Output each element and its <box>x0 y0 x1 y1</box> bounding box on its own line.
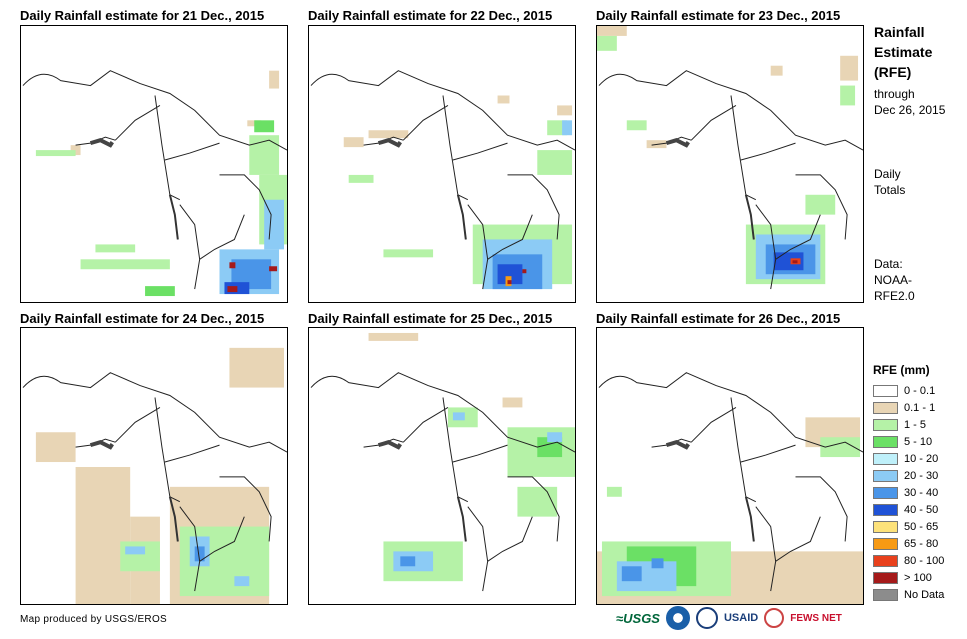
legend-label: 65 - 80 <box>904 537 939 550</box>
legend-item: 40 - 50 <box>873 501 944 518</box>
data-source-line2: RFE2.0 <box>874 289 915 303</box>
rainfall-map-23 <box>596 25 864 303</box>
legend-swatch <box>873 588 898 601</box>
legend-label: 1 - 5 <box>904 418 927 431</box>
rainfall-map-26 <box>596 327 864 605</box>
legend-items: 0 - 0.1 0.1 - 1 1 - 5 5 - 10 10 - 20 20 - 30 3… <box>873 382 944 603</box>
legend-swatch <box>873 418 898 431</box>
legend-swatch <box>873 503 898 516</box>
legend-swatch <box>873 520 898 533</box>
legend-item: 0 - 0.1 <box>873 382 944 399</box>
legend-label: 80 - 100 <box>904 554 945 567</box>
rfe-title-line2: Estimate <box>874 44 933 60</box>
rainfall-map-24 <box>20 327 288 605</box>
usaid-seal-icon <box>695 607 718 629</box>
legend-swatch <box>873 571 898 584</box>
legend-swatch <box>873 486 898 499</box>
legend-label: 0 - 0.1 <box>904 384 936 397</box>
legend-swatch <box>873 537 898 550</box>
rainfall-map-25 <box>308 327 576 605</box>
data-source-line1: NOAA- <box>874 273 913 287</box>
noaa-logo-icon <box>665 606 690 630</box>
legend-label: No Data <box>904 588 945 601</box>
panel-title-22: Daily Rainfall estimate for 22 Dec., 201… <box>308 8 553 23</box>
legend-label: 30 - 40 <box>904 486 939 499</box>
legend-label: 40 - 50 <box>904 503 939 516</box>
legend-item: 10 - 20 <box>873 450 944 467</box>
legend-item: 5 - 10 <box>873 433 944 450</box>
legend-swatch <box>873 554 898 567</box>
legend-item: 30 - 40 <box>873 484 944 501</box>
legend-swatch <box>873 452 898 465</box>
panel-title-24: Daily Rainfall estimate for 24 Dec., 201… <box>20 311 265 326</box>
legend-item: 20 - 30 <box>873 467 944 484</box>
rfe-legend: RFE (mm) 0 - 0.1 0.1 - 1 1 - 5 5 - 10 10 - 2… <box>873 363 944 603</box>
panel-title-25: Daily Rainfall estimate for 25 Dec., 201… <box>308 311 553 326</box>
legend-swatch <box>873 435 898 448</box>
totals-label: Totals <box>874 183 906 197</box>
daily-label: Daily <box>874 167 901 181</box>
legend-item: 0.1 - 1 <box>873 399 944 416</box>
usaid-logo: USAID <box>723 612 759 624</box>
legend-item: > 100 <box>873 569 944 586</box>
rainfall-map-22 <box>308 25 576 303</box>
fews-net-seal-icon <box>764 608 785 628</box>
data-label: Data: <box>874 257 903 271</box>
legend-label: 0.1 - 1 <box>904 401 936 414</box>
legend-item: No Data <box>873 586 944 603</box>
rainfall-map-21 <box>20 25 288 303</box>
legend-label: 10 - 20 <box>904 452 939 465</box>
legend-swatch <box>873 401 898 414</box>
legend-label: 5 - 10 <box>904 435 933 448</box>
fews-net-logo: FEWS NET <box>790 612 842 624</box>
legend-item: 80 - 100 <box>873 552 944 569</box>
rfe-title-line3: (RFE) <box>874 64 912 80</box>
legend-item: 1 - 5 <box>873 416 944 433</box>
panel-title-23: Daily Rainfall estimate for 23 Dec., 201… <box>596 8 841 23</box>
legend-item: 50 - 65 <box>873 518 944 535</box>
partner-logos: ≈USGS USAID FEWS NET <box>616 606 842 630</box>
data-source-text: Data: NOAA- RFE2.0 <box>874 256 915 304</box>
panel-title-21: Daily Rainfall estimate for 21 Dec., 201… <box>20 8 265 23</box>
rfe-title: Rainfall Estimate (RFE) <box>874 22 932 82</box>
legend-swatch <box>873 384 898 397</box>
through-label: through <box>874 87 915 101</box>
legend-title: RFE (mm) <box>873 363 930 377</box>
through-text: through Dec 26, 2015 <box>874 86 945 118</box>
through-date: Dec 26, 2015 <box>874 103 946 117</box>
rfe-title-line1: Rainfall <box>874 24 925 40</box>
legend-item: 65 - 80 <box>873 535 944 552</box>
map-credit: Map produced by USGS/EROS <box>20 614 168 625</box>
usgs-logo: ≈USGS <box>616 610 660 626</box>
legend-swatch <box>873 469 898 482</box>
daily-totals-text: Daily Totals <box>874 166 905 198</box>
legend-label: > 100 <box>904 571 932 584</box>
panel-title-26: Daily Rainfall estimate for 26 Dec., 201… <box>596 311 841 326</box>
legend-label: 20 - 30 <box>904 469 939 482</box>
legend-label: 50 - 65 <box>904 520 939 533</box>
